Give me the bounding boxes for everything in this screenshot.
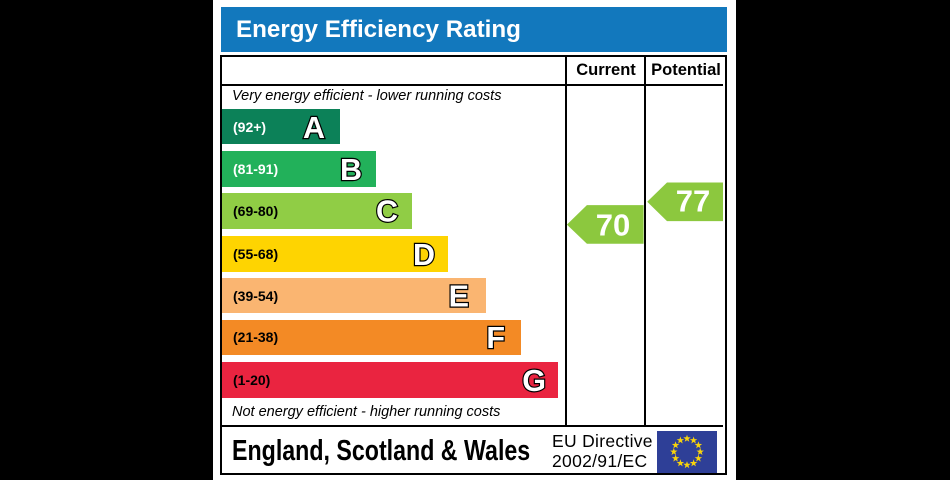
svg-text:C: C [376,195,398,229]
svg-text:D: D [413,238,435,272]
svg-text:A: A [303,111,325,145]
svg-text:E: E [449,280,469,314]
svg-text:70: 70 [596,207,630,242]
svg-text:77: 77 [676,183,710,218]
svg-text:F: F [486,321,505,355]
svg-text:B: B [340,153,362,187]
svg-text:G: G [522,364,546,398]
